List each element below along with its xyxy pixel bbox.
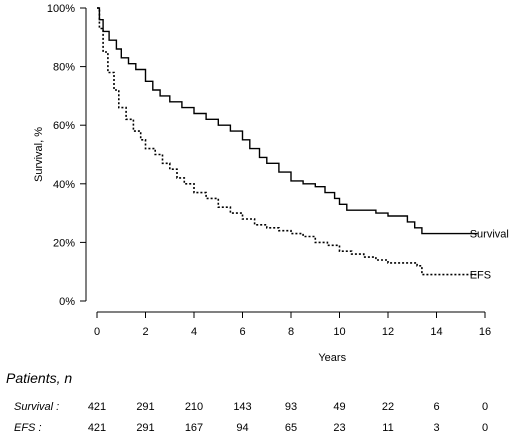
x-tick-label: 6: [239, 326, 245, 338]
x-tick-label: 8: [288, 326, 294, 338]
risk-cell: 22: [381, 401, 395, 413]
risk-cell: 210: [184, 401, 204, 413]
x-tick-label: 2: [142, 326, 148, 338]
risk-row-label: Survival :: [14, 401, 60, 413]
series-line-efs: [97, 7, 478, 276]
y-tick-label: 60%: [53, 120, 75, 132]
risk-cell: 291: [136, 422, 155, 434]
risk-cell: 94: [236, 422, 249, 434]
x-tick-label: 10: [333, 326, 345, 338]
risk-cell: 49: [333, 401, 346, 413]
risk-cell: 0: [481, 422, 489, 434]
series-line-survival: [97, 7, 478, 235]
series-label-efs: EFS: [470, 270, 491, 282]
risk-cell: 0: [481, 401, 489, 413]
risk-cell: 23: [333, 422, 346, 434]
x-tick-label: 12: [382, 326, 394, 338]
x-tick-label: 4: [191, 326, 197, 338]
risk-cell: 11: [382, 422, 394, 434]
risk-cell: 6: [433, 401, 440, 413]
risk-cell: 3: [433, 422, 440, 434]
y-tick-label: 0%: [59, 296, 75, 308]
y-tick-label: 80%: [53, 62, 75, 74]
risk-row-label: EFS :: [14, 422, 42, 434]
risk-cell: 291: [136, 401, 155, 413]
x-tick-label: 0: [94, 326, 100, 338]
survival-chart: 0% 20% 40% 60% 80% 100% Survival, % 0 2 4 6 8 10 12 14…: [33, 3, 509, 364]
risk-cell: 421: [87, 401, 107, 413]
y-tick-label: 20%: [53, 237, 75, 249]
risk-table-title: Patients, n: [6, 370, 73, 386]
risk-cell: 167: [184, 422, 204, 434]
y-tick-label: 100%: [47, 3, 75, 15]
risk-cell: 93: [284, 401, 298, 413]
x-tick-label: 14: [430, 326, 442, 338]
series-label-survival: Survival: [470, 229, 509, 241]
y-axis-label: Survival, %: [33, 127, 45, 182]
risk-cell: 65: [284, 422, 298, 434]
risk-cell: 143: [233, 401, 252, 413]
y-tick-label: 40%: [53, 179, 75, 191]
x-tick-label: 16: [479, 326, 491, 338]
risk-cell: 421: [87, 422, 107, 434]
x-axis-label: Years: [318, 352, 346, 364]
